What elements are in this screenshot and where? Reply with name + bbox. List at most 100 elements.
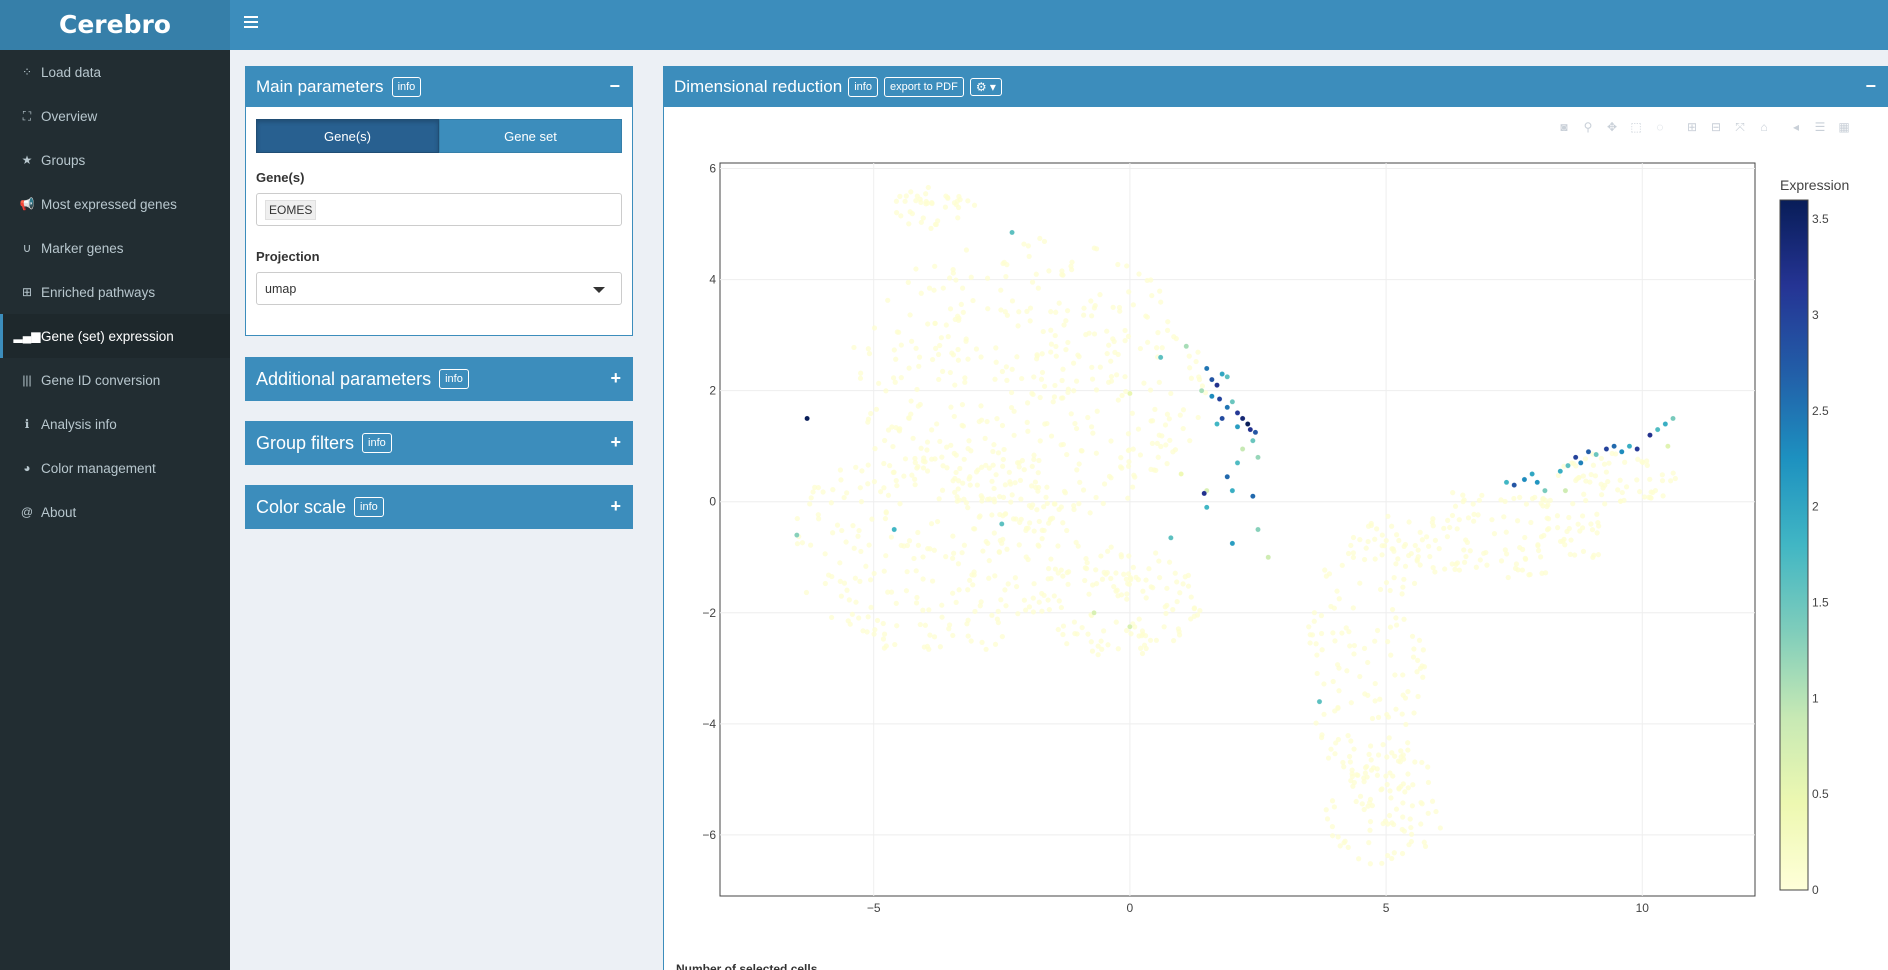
camera-icon[interactable]: ◙ — [1560, 120, 1568, 134]
color-scale-title: Color scale — [256, 496, 347, 517]
group-filters-box[interactable]: Group filters info + — [245, 421, 633, 465]
background-cell-point — [1032, 479, 1039, 485]
additional-parameters-box[interactable]: Additional parameters info + — [245, 357, 633, 401]
background-cell-point — [1116, 304, 1123, 311]
expand-icon[interactable]: + — [610, 432, 621, 452]
background-cell-point — [1350, 605, 1356, 611]
zoom-out-icon[interactable]: ⊟ — [1710, 120, 1722, 134]
color-scale-info-button[interactable]: info — [354, 497, 384, 517]
expand-icon[interactable]: + — [610, 368, 621, 388]
projection-select[interactable]: umap — [256, 272, 622, 305]
background-cell-point — [1583, 497, 1589, 504]
pan-icon[interactable]: ✥ — [1606, 120, 1618, 134]
sidebar-item-most-expressed-genes[interactable]: 📢 Most expressed genes — [0, 182, 230, 226]
expressed-cell-point — [1252, 429, 1259, 436]
expressed-cell-point — [1542, 487, 1548, 494]
sidebar-item-marker-genes[interactable]: ∪ Marker genes — [0, 226, 230, 270]
box-select-icon[interactable]: ⬚ — [1630, 120, 1642, 134]
expand-icon[interactable]: + — [610, 496, 621, 516]
background-cell-point — [912, 482, 918, 488]
app-logo[interactable]: Cerebro — [0, 0, 230, 50]
background-cell-point — [1386, 735, 1392, 741]
additional-parameters-info-button[interactable]: info — [439, 369, 469, 389]
background-cell-point — [1149, 292, 1155, 299]
background-cell-point — [1498, 558, 1505, 564]
background-cell-point — [1037, 394, 1043, 401]
collapse-icon[interactable]: − — [1865, 76, 1876, 96]
background-cell-point — [956, 193, 962, 200]
background-cell-point — [949, 350, 955, 356]
hover-closest-icon[interactable]: ◂ — [1792, 120, 1800, 134]
background-cell-point — [1522, 555, 1528, 561]
dimensional-reduction-info-button[interactable]: info — [848, 77, 878, 97]
colorbar-tick-label: 0 — [1812, 883, 1819, 897]
hover-compare-icon[interactable]: ☰ — [1814, 120, 1826, 134]
sidebar-item-groups[interactable]: ★ Groups — [0, 138, 230, 182]
genes-toggle-button[interactable]: Gene(s) — [256, 119, 439, 153]
background-cell-point — [954, 498, 960, 504]
background-cell-point — [905, 279, 911, 285]
background-cell-point — [1014, 583, 1020, 590]
background-cell-point — [868, 604, 874, 610]
background-cell-point — [1093, 581, 1100, 587]
background-cell-point — [1154, 440, 1160, 447]
background-cell-point — [1046, 566, 1052, 572]
zoom-in-icon[interactable]: ⊞ — [1686, 120, 1698, 134]
plot-area — [719, 162, 1756, 897]
main-parameters-info-button[interactable]: info — [391, 77, 422, 97]
sidebar-item-about[interactable]: @ About — [0, 490, 230, 534]
background-cell-point — [973, 469, 980, 475]
reset-axes-icon[interactable]: ⌂ — [1760, 120, 1768, 134]
background-cell-point — [989, 478, 995, 484]
scatter-plot[interactable]: −5 0 5 10 −6 −4 −2 0 2 4 6 Expression 0 0.5 1 1.5 2 2.5 3 3… — [663, 108, 1888, 948]
background-cell-point — [1329, 824, 1336, 830]
background-cell-point — [1104, 328, 1110, 334]
background-cell-point — [865, 462, 871, 468]
background-cell-point — [1056, 598, 1062, 604]
background-cell-point — [1561, 463, 1567, 469]
background-cell-point — [1622, 459, 1628, 465]
background-cell-point — [931, 634, 938, 640]
background-cell-point — [968, 638, 974, 644]
gene-set-toggle-button[interactable]: Gene set — [439, 119, 622, 153]
autoscale-icon[interactable]: ⤧ — [1735, 119, 1745, 134]
background-cell-point — [1375, 752, 1382, 758]
collapse-icon[interactable]: − — [609, 76, 620, 96]
lasso-icon[interactable]: ◌ — [1656, 120, 1664, 134]
sidebar-item-analysis-info[interactable]: ℹ Analysis info — [0, 402, 230, 446]
background-cell-point — [1538, 554, 1544, 560]
background-cell-point — [914, 386, 920, 393]
color-scale-box[interactable]: Color scale info + — [245, 485, 633, 529]
genes-input[interactable]: EOMES — [256, 193, 622, 226]
background-cell-point — [1635, 456, 1641, 462]
background-cell-point — [885, 492, 892, 498]
background-cell-point — [1357, 673, 1363, 680]
sidebar-item-load-data[interactable]: ⁘ Load data — [0, 50, 230, 94]
background-cell-point — [1122, 374, 1128, 380]
background-cell-point — [922, 622, 928, 628]
background-cell-point — [1588, 471, 1594, 478]
sidebar-item-overview[interactable]: ⛶ Overview — [0, 94, 230, 138]
hamburger-menu-icon[interactable] — [244, 16, 258, 30]
background-cell-point — [965, 633, 971, 639]
background-cell-point — [1079, 624, 1085, 631]
plotly-logo-icon[interactable]: ▦ — [1838, 120, 1850, 134]
background-cell-point — [1187, 438, 1193, 444]
background-cell-point — [1031, 374, 1037, 380]
background-cell-point — [963, 336, 969, 342]
export-pdf-button[interactable]: export to PDF — [883, 77, 964, 97]
sidebar-item-gene-set-expression[interactable]: ▂▄▆ Gene (set) expression — [0, 314, 230, 358]
sidebar-item-enriched-pathways[interactable]: ⊞ Enriched pathways — [0, 270, 230, 314]
sidebar-item-color-management[interactable]: ◕ Color management — [0, 446, 230, 490]
gene-chip[interactable]: EOMES — [265, 199, 317, 220]
expressed-cell-point — [1565, 462, 1571, 469]
settings-dropdown-button[interactable]: ⚙ ▾ — [969, 78, 1002, 96]
sidebar-item-gene-id-conversion[interactable]: ||| Gene ID conversion — [0, 358, 230, 402]
background-cell-point — [1346, 629, 1352, 635]
group-filters-info-button[interactable]: info — [362, 433, 392, 453]
background-cell-point — [1351, 746, 1357, 752]
background-cell-point — [918, 445, 924, 451]
background-cell-point — [1000, 260, 1006, 267]
zoom-icon[interactable]: ⚲ — [1583, 120, 1593, 134]
background-cell-point — [986, 575, 992, 581]
